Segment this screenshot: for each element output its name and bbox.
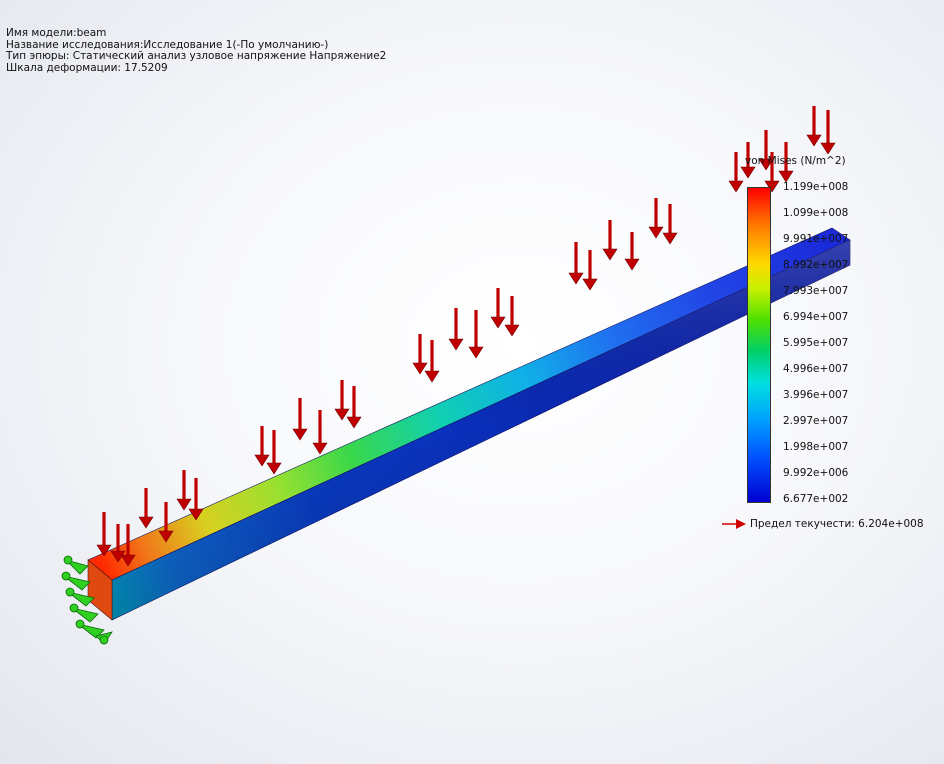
load-arrow-icon[interactable] bbox=[602, 220, 618, 261]
legend-tick-label: 2.997e+007 bbox=[783, 415, 849, 427]
legend-title: von Mises (N/m^2) bbox=[745, 155, 846, 167]
load-arrow-icon[interactable] bbox=[740, 142, 756, 179]
load-arrow-icon[interactable] bbox=[764, 152, 780, 193]
fixed-support-icon[interactable] bbox=[61, 555, 113, 645]
legend-tick-label: 6.994e+007 bbox=[783, 311, 849, 323]
model-name: Имя модели:beam bbox=[6, 27, 107, 39]
load-arrow-icon[interactable] bbox=[582, 250, 598, 291]
load-arrow-icon[interactable] bbox=[312, 410, 328, 455]
legend-tick-label: 9.991e+007 bbox=[783, 233, 849, 245]
beam-end-face[interactable] bbox=[87, 559, 113, 621]
legend-tick-label: 6.677e+002 bbox=[783, 493, 849, 505]
legend-tick-label: 3.996e+007 bbox=[783, 389, 849, 401]
load-arrow-icon[interactable] bbox=[266, 430, 282, 475]
load-arrow-icon[interactable] bbox=[568, 242, 584, 285]
plot-type: Тип эпюры: Статический анализ узловое на… bbox=[6, 50, 387, 63]
load-arrow-icon[interactable] bbox=[138, 488, 154, 529]
load-arrow-icon[interactable] bbox=[728, 152, 744, 193]
legend-tick-label: 1.199e+008 bbox=[783, 181, 849, 193]
load-arrow-icon[interactable] bbox=[158, 502, 174, 543]
legend-tick-label: 4.996e+007 bbox=[783, 363, 849, 375]
load-arrow-icon[interactable] bbox=[188, 478, 204, 521]
load-arrow-icon[interactable] bbox=[624, 232, 640, 271]
load-arrow-icon[interactable] bbox=[334, 380, 350, 421]
load-arrow-icon[interactable] bbox=[254, 426, 270, 467]
yield-strength-label: Предел текучести: 6.204e+008 bbox=[750, 518, 924, 530]
load-arrow-icon[interactable] bbox=[96, 512, 112, 557]
legend-tick-label: 9.992e+006 bbox=[783, 467, 849, 479]
load-arrow-icon[interactable] bbox=[176, 470, 192, 511]
legend-tick-label: 8.992e+007 bbox=[783, 259, 849, 271]
legend-tick-label: 1.998e+007 bbox=[783, 441, 849, 453]
load-arrow-icon[interactable] bbox=[346, 386, 362, 429]
load-arrow-icon[interactable] bbox=[662, 204, 678, 245]
legend-tick-label: 7.993e+007 bbox=[783, 285, 849, 297]
beam-side-shade bbox=[112, 240, 850, 620]
deformation-scale: Шкала деформации: 17.5209 bbox=[6, 61, 168, 74]
legend-tick-label: 5.995e+007 bbox=[783, 337, 849, 349]
legend-colorbar bbox=[747, 187, 771, 503]
load-arrow-icon[interactable] bbox=[778, 142, 794, 183]
load-arrow-icon[interactable] bbox=[468, 310, 484, 359]
right-arrow-icon bbox=[722, 519, 746, 529]
load-arrow-icon[interactable] bbox=[758, 130, 774, 171]
yield-strength-marker: Предел текучести: 6.204e+008 bbox=[722, 518, 924, 530]
load-arrow-icon[interactable] bbox=[806, 106, 822, 147]
load-arrow-icon[interactable] bbox=[412, 334, 428, 375]
load-arrow-icon[interactable] bbox=[820, 110, 836, 155]
load-arrow-icon[interactable] bbox=[110, 524, 126, 563]
load-arrow-icon[interactable] bbox=[424, 340, 440, 383]
legend-tick-label: 1.099e+008 bbox=[783, 207, 849, 219]
load-arrow-icon[interactable] bbox=[292, 398, 308, 441]
load-arrow-icon[interactable] bbox=[490, 288, 506, 329]
study-name: Название исследования:Исследование 1(-По… bbox=[6, 38, 329, 51]
load-arrow-icon[interactable] bbox=[448, 308, 464, 351]
load-arrows[interactable] bbox=[96, 106, 836, 567]
load-arrow-icon[interactable] bbox=[504, 296, 520, 337]
load-arrow-icon[interactable] bbox=[648, 198, 664, 239]
study-info: Имя модели:beam Название исследования:Ис… bbox=[6, 27, 387, 74]
load-arrow-icon[interactable] bbox=[120, 524, 136, 567]
